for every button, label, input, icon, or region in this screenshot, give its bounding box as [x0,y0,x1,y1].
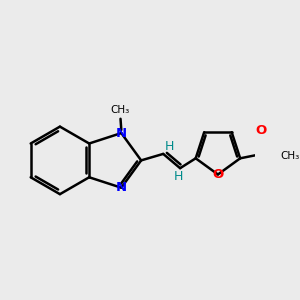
Text: N: N [116,181,127,194]
Text: CH₃: CH₃ [110,105,130,115]
Text: O: O [256,124,267,137]
Text: O: O [212,168,224,181]
Text: H: H [174,170,184,183]
Text: N: N [116,127,127,140]
Text: CH₃: CH₃ [280,152,299,161]
Text: H: H [164,140,174,153]
